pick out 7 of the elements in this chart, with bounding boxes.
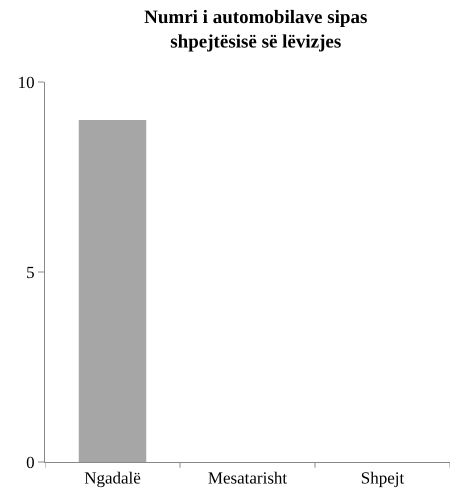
y-tick-label: 10: [18, 72, 35, 92]
y-tick-label: 5: [26, 262, 35, 282]
x-tick-label: Mesatarisht: [208, 468, 288, 488]
chart-title: Numri i automobilave sipas shpejtësisë së lëvizjes: [144, 6, 368, 52]
x-tick-label: Shpejt: [360, 468, 404, 488]
x-tick-label: Ngadalë: [84, 468, 141, 488]
y-tick-label: 0: [26, 452, 35, 472]
